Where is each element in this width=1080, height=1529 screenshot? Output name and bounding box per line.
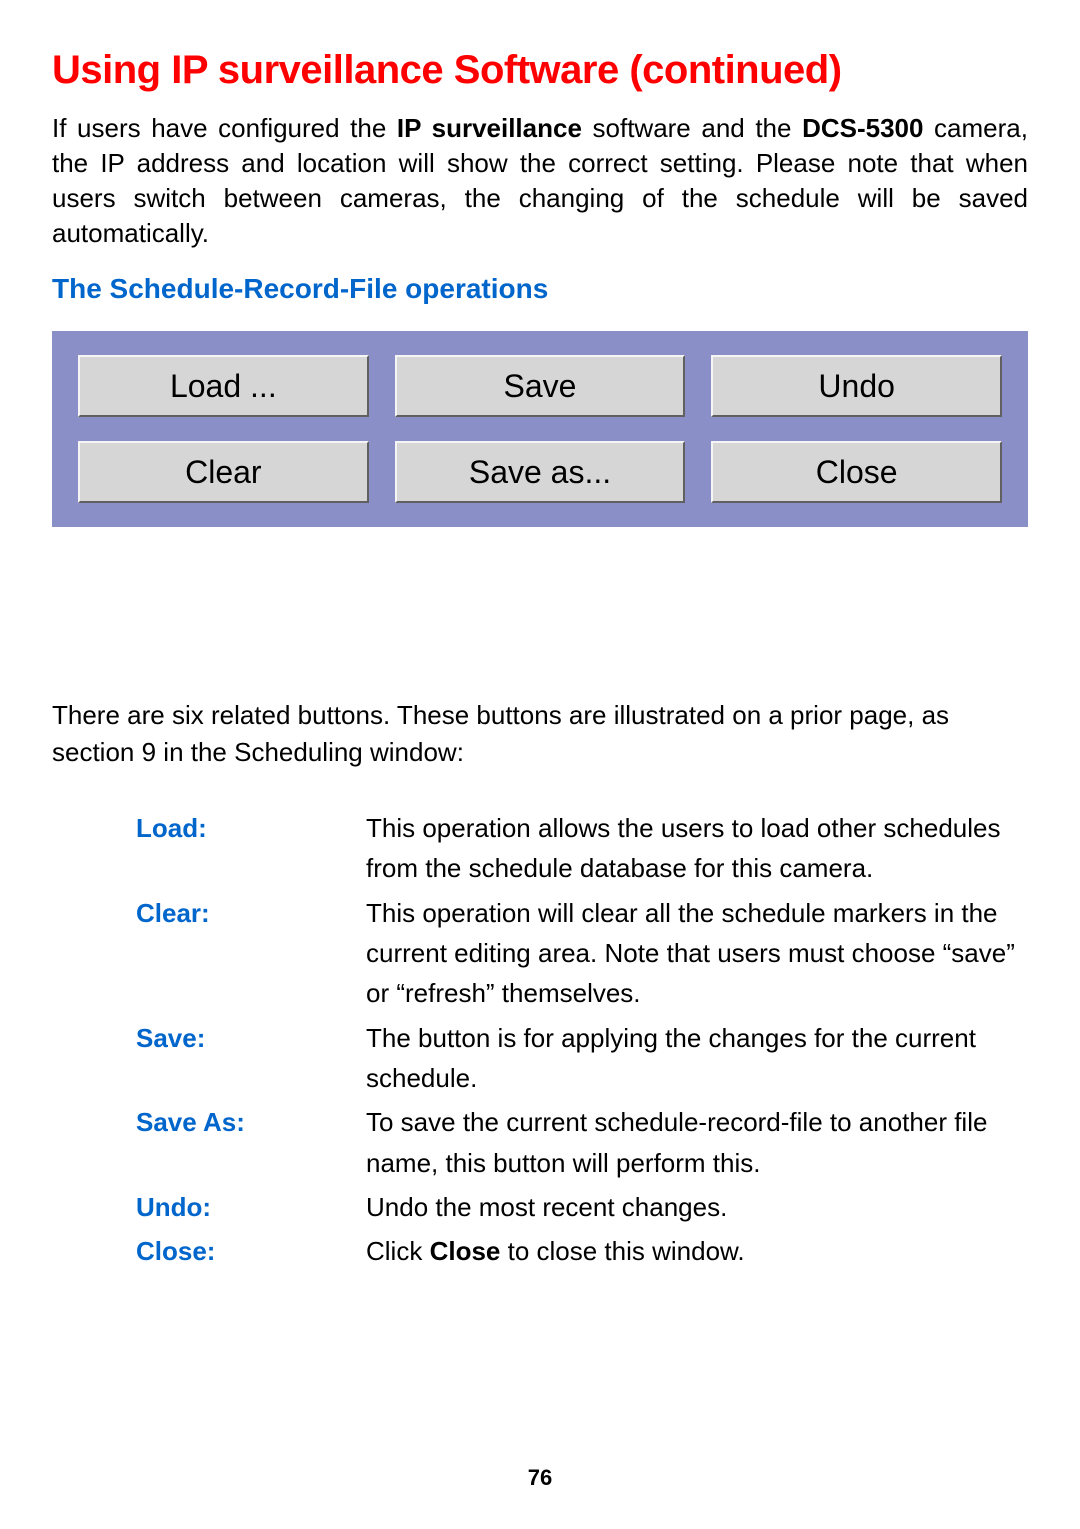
save-button-label: Save [504,370,577,402]
desc-undo: Undo the most recent changes. [366,1187,1018,1227]
intro-paragraph: If users have configured the IP surveill… [52,111,1028,251]
term-saveas: Save As: [136,1102,356,1183]
desc-close: Click Close to close this window. [366,1231,1018,1271]
desc-close-bold: Close [430,1236,501,1266]
intro-text-1: If users have configured the [52,113,397,143]
desc-close-pre: Click [366,1236,430,1266]
close-button[interactable]: Close [711,441,1002,503]
desc-save: The button is for applying the changes f… [366,1018,1018,1099]
undo-button-label: Undo [818,370,895,402]
term-load: Load: [136,808,356,889]
clear-button-label: Clear [185,456,261,488]
section-subheading: The Schedule-Record-File operations [52,273,1028,305]
intro-bold-2: DCS-5300 [802,113,923,143]
term-save: Save: [136,1018,356,1099]
document-page: Using IP surveillance Software (continue… [0,0,1080,1529]
desc-load: This operation allows the users to load … [366,808,1018,889]
undo-button[interactable]: Undo [711,355,1002,417]
button-panel: Load ... Save Undo Clear Save as... Clos… [52,331,1028,527]
close-button-label: Close [816,456,898,488]
save-button[interactable]: Save [395,355,686,417]
desc-clear: This operation will clear all the schedu… [366,893,1018,1014]
term-clear: Clear: [136,893,356,1014]
intro-text-2: software and the [582,113,802,143]
desc-close-post: to close this window. [500,1236,744,1266]
page-number: 76 [0,1465,1080,1491]
desc-saveas: To save the current schedule-record-file… [366,1102,1018,1183]
page-title: Using IP surveillance Software (continue… [52,48,1028,93]
intro-bold-1: IP surveillance [397,113,582,143]
load-button-label: Load ... [170,370,277,402]
after-panel-text: There are six related buttons. These but… [52,697,1028,770]
term-close: Close: [136,1231,356,1271]
saveas-button-label: Save as... [469,456,611,488]
load-button[interactable]: Load ... [78,355,369,417]
saveas-button[interactable]: Save as... [395,441,686,503]
term-undo: Undo: [136,1187,356,1227]
definition-list: Load: This operation allows the users to… [136,808,1018,1271]
clear-button[interactable]: Clear [78,441,369,503]
